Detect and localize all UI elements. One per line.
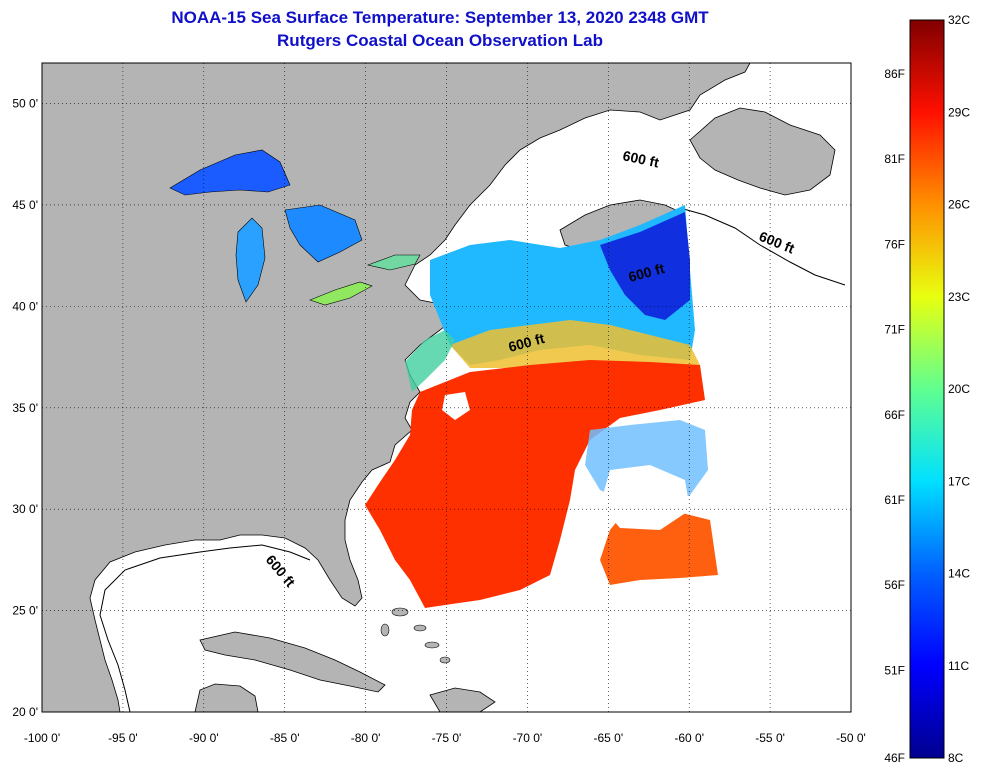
sst-cold-gulf-of-maine — [600, 212, 690, 320]
lon-tick-label: -70 0' — [513, 731, 543, 745]
colorbar-fahrenheit-label: 86F — [884, 67, 905, 81]
lat-tick-label: 40 0' — [12, 299, 38, 313]
lake-michigan — [235, 217, 266, 303]
colorbar-celsius-label: 8C — [948, 751, 964, 765]
sst-cloud-gap — [600, 465, 690, 530]
contour-600ft-gulf — [99, 544, 311, 712]
land-hispaniola — [429, 687, 496, 712]
colorbar-celsius-label: 26C — [948, 198, 970, 212]
land-bahamas — [380, 607, 451, 664]
lon-tick-label: -90 0' — [189, 731, 219, 745]
lat-tick-label: 25 0' — [12, 604, 38, 618]
land-newfoundland — [689, 107, 836, 196]
land-cuba — [199, 631, 386, 693]
colorbar-celsius-label: 14C — [948, 567, 970, 581]
lat-tick-label: 45 0' — [12, 198, 38, 212]
map-content — [42, 63, 846, 712]
lon-tick-label: -85 0' — [270, 731, 300, 745]
lake-erie — [309, 281, 373, 306]
colorbar-fahrenheit-label: 81F — [884, 152, 905, 166]
lat-lon-grid — [42, 63, 851, 712]
colorbar-fahrenheit-label: 56F — [884, 578, 905, 592]
lake-superior — [169, 149, 291, 196]
lon-tick-label: -50 0' — [836, 731, 866, 745]
map-border — [41, 62, 852, 713]
lon-tick-label: -80 0' — [351, 731, 381, 745]
map-title: NOAA-15 Sea Surface Temperature: Septemb… — [171, 8, 709, 27]
map-subtitle: Rutgers Coastal Ocean Observation Lab — [277, 31, 603, 50]
colorbar-celsius-label: 29C — [948, 105, 970, 119]
colorbar-fahrenheit-label: 61F — [884, 493, 905, 507]
latitude-tick-labels: 20 0' 25 0' 30 0' 35 0' 40 0' 45 0' 50 0' — [12, 97, 38, 719]
sst-cloud-gap-2 — [442, 392, 470, 420]
colorbar-fahrenheit-label: 76F — [884, 237, 905, 251]
lon-tick-label: -100 0' — [24, 731, 60, 745]
sst-swath — [365, 205, 718, 608]
colorbar — [909, 19, 945, 759]
contour-label-600ft: 600 ft — [621, 147, 660, 170]
colorbar-fahrenheit-label: 71F — [884, 323, 905, 337]
sst-gulf-stream — [365, 360, 705, 608]
contour-600ft-atlantic — [679, 207, 846, 286]
lat-tick-label: 50 0' — [12, 97, 38, 111]
colorbar-celsius-label: 20C — [948, 382, 970, 396]
colorbar-fahrenheit-label: 51F — [884, 663, 905, 677]
colorbar-fahrenheit-label: 66F — [884, 408, 905, 422]
great-lakes — [169, 149, 421, 306]
colorbar-celsius-label: 17C — [948, 474, 970, 488]
lon-tick-label: -75 0' — [432, 731, 462, 745]
land-north-america — [42, 63, 751, 712]
longitude-tick-labels: -100 0' -95 0' -90 0' -85 0' -80 0' -75 0' -70… — [24, 731, 866, 745]
colorbar-celsius-labels: 32C 29C 26C 23C 20C 17C 14C 11C 8C — [948, 13, 970, 765]
colorbar-celsius-label: 23C — [948, 290, 970, 304]
lat-tick-label: 35 0' — [12, 401, 38, 415]
lon-tick-label: -95 0' — [108, 731, 138, 745]
sst-slope-water — [450, 320, 700, 372]
lon-tick-label: -65 0' — [593, 731, 623, 745]
lat-tick-label: 20 0' — [12, 705, 38, 719]
colorbar-celsius-label: 11C — [948, 659, 969, 673]
lat-tick-label: 30 0' — [12, 502, 38, 516]
colorbar-fahrenheit-label: 46F — [884, 751, 905, 765]
colorbar-celsius-label: 32C — [948, 13, 970, 27]
lake-ontario — [366, 254, 421, 271]
lake-huron — [284, 204, 363, 263]
colorbar-fahrenheit-labels: 86F 81F 76F 71F 66F 61F 56F 51F 46F — [884, 67, 905, 765]
lon-tick-label: -60 0' — [674, 731, 704, 745]
land-yucatan — [194, 683, 259, 712]
lon-tick-label: -55 0' — [755, 731, 785, 745]
sst-coastal-strip — [405, 330, 455, 392]
